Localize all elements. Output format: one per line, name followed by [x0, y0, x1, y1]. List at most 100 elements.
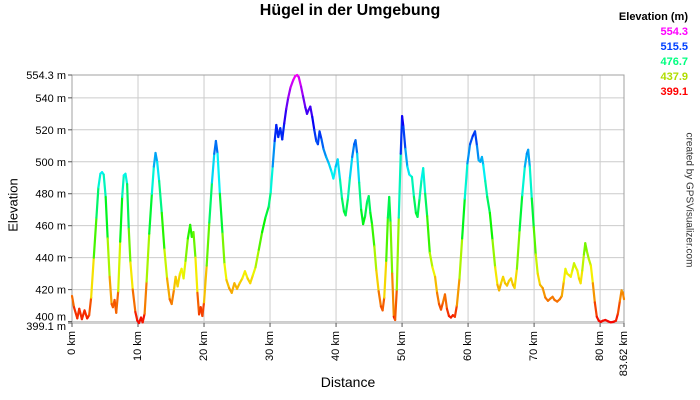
profile-segment: [534, 253, 539, 275]
profile-segment: [160, 211, 166, 251]
profile-segment: [243, 270, 249, 280]
x-axis-title: Distance: [320, 374, 376, 390]
profile-segment: [461, 197, 466, 240]
x-tick-label: 0 km: [66, 331, 78, 355]
profile-segment: [264, 205, 270, 219]
profile-segment: [269, 165, 274, 194]
profile-segment: [445, 307, 451, 318]
profile-segment: [431, 266, 437, 278]
profile-segment: [192, 230, 197, 259]
profile-segment: [90, 256, 95, 299]
profile-segment: [389, 221, 394, 275]
profile-segment: [221, 232, 226, 266]
profile-segment: [488, 211, 494, 242]
profile-segment: [70, 294, 76, 309]
profile-segment: [184, 237, 189, 262]
x-tick-label: 10 km: [132, 331, 144, 361]
profile-segment: [491, 238, 497, 269]
profile-segment: [581, 253, 586, 272]
chart-title: Hügel in der Umgebung: [259, 2, 441, 19]
profile-segment: [433, 275, 439, 294]
profile-segment: [486, 195, 491, 215]
profile-segment: [584, 242, 589, 253]
x-tick-label: 30 km: [264, 331, 276, 361]
legend-title: Elevation (m): [618, 11, 688, 23]
profile-segment: [129, 261, 134, 291]
profile-segment: [530, 197, 535, 229]
profile-segment: [377, 290, 383, 308]
profile-segment: [201, 301, 206, 318]
profile-segment: [426, 214, 431, 254]
profile-segment: [381, 296, 386, 312]
profile-segment: [532, 226, 537, 256]
profile-segment: [482, 163, 487, 183]
x-tick-label: 40 km: [330, 331, 342, 361]
profile-segment: [494, 266, 499, 286]
profile-segment: [394, 288, 398, 322]
profile-segment: [402, 125, 407, 151]
profile-segment: [443, 293, 449, 310]
profile-segment: [375, 269, 380, 293]
y-tick-label: 554.3 m: [26, 70, 66, 82]
profile-segment: [126, 183, 130, 230]
profile-segment: [117, 240, 122, 293]
profile-segment: [170, 288, 176, 306]
profile-segment: [320, 138, 325, 151]
profile-segment: [515, 229, 521, 270]
profile-segment: [589, 264, 594, 285]
profile-segment: [358, 181, 363, 211]
x-tick-label: 80 km: [594, 331, 606, 361]
profile-segment: [579, 269, 584, 285]
profile-segment: [354, 139, 359, 155]
legend-entry: 399.1: [660, 86, 688, 98]
profile-segment: [367, 195, 372, 215]
y-tick-label: 440 m: [35, 253, 66, 265]
profile-segment: [521, 165, 526, 197]
profile-segment: [351, 143, 356, 159]
profile-segment: [518, 194, 524, 232]
profile-segment: [143, 280, 148, 315]
profile-segment: [363, 200, 369, 218]
profile-segment: [108, 275, 113, 306]
profile-segment: [102, 173, 107, 199]
profile-segment: [362, 214, 367, 226]
profile-segment: [422, 167, 427, 195]
profile-segment: [395, 216, 400, 291]
profile-segment: [513, 267, 519, 290]
profile-segment: [455, 277, 461, 307]
profile-segment: [156, 160, 161, 183]
profile-segment: [287, 86, 292, 99]
profile-segment: [251, 266, 257, 277]
y-tick-label: 420 m: [35, 285, 66, 297]
profile-segment: [391, 272, 395, 318]
profile-segment: [463, 162, 469, 200]
profile-segment: [261, 216, 267, 234]
profile-segment: [587, 258, 592, 267]
profile-segment: [325, 155, 330, 165]
profile-segment: [397, 152, 402, 219]
profile-segment: [210, 152, 216, 184]
profile-segment: [176, 272, 182, 288]
legend-entry: 554.3: [660, 26, 688, 38]
profile-segment: [257, 230, 264, 251]
profile-segment: [202, 264, 208, 304]
profile-segment: [165, 277, 171, 301]
y-tick-label: 480 m: [35, 189, 66, 201]
profile-segment: [369, 211, 374, 226]
profile-segment: [385, 216, 389, 262]
profile-segment: [501, 275, 507, 285]
profile-segment: [322, 147, 328, 159]
profile-segment: [88, 296, 93, 317]
profile-segment: [106, 237, 111, 278]
profile-segment: [528, 165, 533, 200]
profile-segment: [523, 152, 528, 168]
profile-segment: [214, 139, 219, 155]
profile-segment: [435, 291, 441, 306]
profile-segment: [289, 79, 295, 89]
profile-segment: [412, 195, 418, 215]
profile-segment: [484, 179, 489, 199]
profile-segment: [458, 237, 464, 280]
profile-segment: [404, 147, 409, 168]
y-tick-label: 399.1 m: [26, 321, 66, 333]
profile-segment: [466, 143, 472, 165]
